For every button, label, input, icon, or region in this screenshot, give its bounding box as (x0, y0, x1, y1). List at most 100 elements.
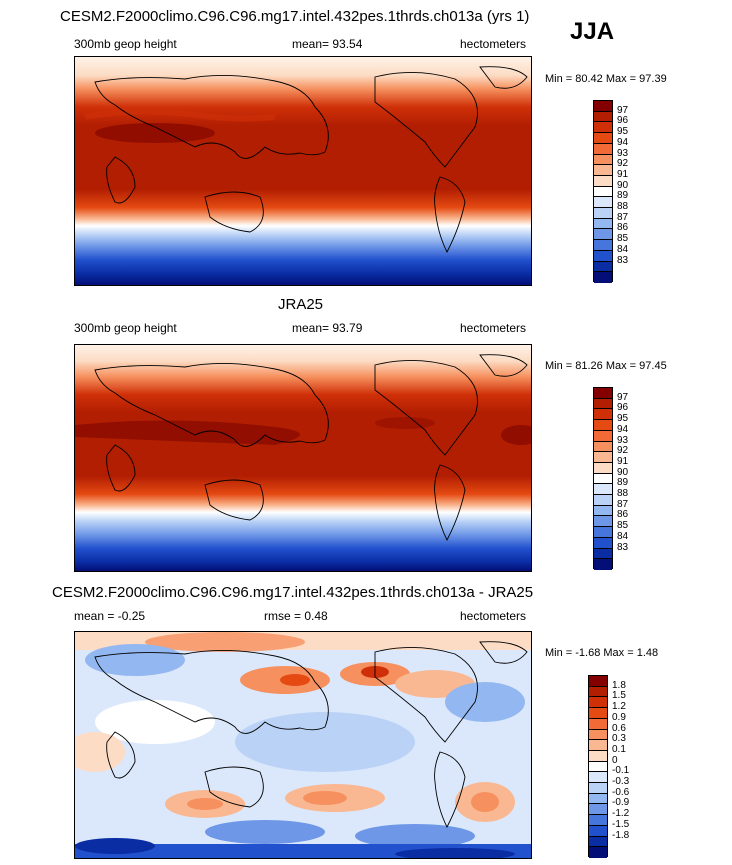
colorbar-tick-label: -1.5 (612, 818, 630, 830)
colorbar-segment (594, 430, 612, 442)
colorbar-segment (594, 559, 612, 570)
panel-2-units-label: hectometers (460, 321, 527, 335)
colorbar-segment (594, 462, 612, 474)
colorbar-segment (594, 229, 612, 241)
panel-3-map (74, 631, 532, 859)
panel-1-title: CESM2.F2000climo.C96.C96.mg17.intel.432p… (60, 8, 530, 25)
colorbar-tick-label: 83 (617, 541, 629, 553)
panel-2-mean-label: mean= 93.79 (292, 321, 363, 335)
colorbar-tick-label: 1.5 (612, 690, 626, 702)
colorbar-segment (589, 718, 607, 730)
colorbar-segment (594, 537, 612, 549)
panel-1-left-label: 300mb geop height (74, 37, 177, 51)
colorbar-segment (594, 452, 612, 463)
panel-3-map-svg (75, 632, 531, 858)
colorbar-segment (589, 708, 607, 719)
colorbar-segment (594, 409, 612, 421)
colorbar-tick-label: 84 (617, 530, 629, 542)
colorbar-segment (594, 272, 612, 283)
colorbar-segment (589, 815, 607, 826)
colorbar-segment (594, 101, 612, 112)
colorbar-segment (589, 697, 607, 709)
colorbar-tick-label: 89 (617, 190, 629, 202)
colorbar-tick-label: 88 (617, 488, 629, 500)
colorbar-tick-label: 84 (617, 243, 629, 255)
colorbar-tick-label: 86 (617, 509, 629, 521)
colorbar-segment (594, 473, 612, 485)
colorbar-segment (589, 804, 607, 816)
colorbar-tick-label: 85 (617, 233, 629, 245)
colorbar-tick-label: 0 (612, 754, 618, 766)
colorbar-tick-label: 1.2 (612, 701, 626, 713)
colorbar-segment (594, 133, 612, 144)
colorbar-segment (594, 186, 612, 198)
colorbar-tick-label: 95 (617, 126, 629, 138)
colorbar-tick-label: 0.9 (612, 711, 626, 723)
panel-3-rmse-label: rmse = 0.48 (264, 609, 328, 623)
colorbar-segment (594, 420, 612, 431)
panel-3-mean-label: mean = -0.25 (74, 609, 146, 623)
colorbar-tick-label: 95 (617, 413, 629, 425)
colorbar-segment (594, 398, 612, 410)
season-label: JJA (570, 18, 615, 45)
panel-3-units-label: hectometers (460, 609, 527, 623)
colorbar-segment (589, 729, 607, 741)
colorbar-tick-label: 94 (617, 136, 629, 148)
colorbar-tick-label: 94 (617, 423, 629, 435)
colorbar-segment (594, 505, 612, 517)
colorbar-segment (589, 750, 607, 762)
colorbar-segment (594, 122, 612, 134)
colorbar-tick-label: 97 (617, 104, 629, 116)
colorbar-tick-label: -0.9 (612, 797, 630, 809)
colorbar-segment (589, 825, 607, 837)
colorbar-segment (594, 441, 612, 453)
colorbar-tick-label: 93 (617, 147, 629, 159)
colorbar-segment (589, 783, 607, 794)
panel-1-units-label: hectometers (460, 37, 527, 51)
panel-1-minmax: Min = 80.42 Max = 97.39 (545, 73, 667, 85)
colorbar-tick-label: -1.8 (612, 829, 630, 841)
panel-1-mean-label: mean= 93.54 (292, 37, 363, 51)
colorbar-tick-label: -0.1 (612, 765, 630, 777)
colorbar-tick-label: 91 (617, 455, 629, 467)
colorbar-tick-label: 0.1 (612, 743, 626, 755)
colorbar-tick-label: 0.3 (612, 733, 626, 745)
colorbar-tick-label: 1.8 (612, 679, 626, 691)
colorbar-segment (589, 761, 607, 773)
colorbar-tick-label: 87 (617, 211, 629, 223)
panel-2-title: JRA25 (278, 296, 324, 313)
colorbar-tick-label: 86 (617, 222, 629, 234)
colorbar-segment (594, 388, 612, 399)
colorbar-segment (594, 197, 612, 209)
colorbar-tick-label: 85 (617, 520, 629, 532)
colorbar-segment (594, 261, 612, 273)
colorbar-tick-label: 97 (617, 391, 629, 403)
panel-1-map-svg (75, 57, 531, 285)
panel-1-map (74, 56, 532, 286)
colorbar-tick-label: 0.6 (612, 722, 626, 734)
panel-2-map (74, 344, 532, 572)
colorbar-segment (589, 772, 607, 784)
colorbar-segment (594, 154, 612, 166)
panel-2-map-svg (75, 345, 531, 571)
colorbar-segment (589, 847, 607, 858)
colorbar-tick-label: 88 (617, 201, 629, 213)
colorbar-tick-label: 92 (617, 158, 629, 170)
colorbar-segment (594, 495, 612, 506)
colorbar-tick-label: -0.6 (612, 786, 630, 798)
colorbar-tick-label: 91 (617, 168, 629, 180)
colorbar-tick-label: -0.3 (612, 776, 630, 788)
colorbar-segment (594, 218, 612, 230)
panel-3-title: CESM2.F2000climo.C96.C96.mg17.intel.432p… (52, 584, 534, 601)
colorbar-tick-label: 93 (617, 434, 629, 446)
panel-1-colorbar (593, 100, 613, 283)
colorbar-segment (594, 240, 612, 251)
colorbar-segment (589, 676, 607, 687)
panel-2-minmax: Min = 81.26 Max = 97.45 (545, 360, 667, 372)
colorbar-segment (594, 143, 612, 155)
colorbar-segment (594, 527, 612, 538)
colorbar-tick-label: 89 (617, 477, 629, 489)
panel-2-colorbar (593, 387, 613, 570)
colorbar-tick-label: 90 (617, 466, 629, 478)
colorbar-segment (594, 548, 612, 560)
